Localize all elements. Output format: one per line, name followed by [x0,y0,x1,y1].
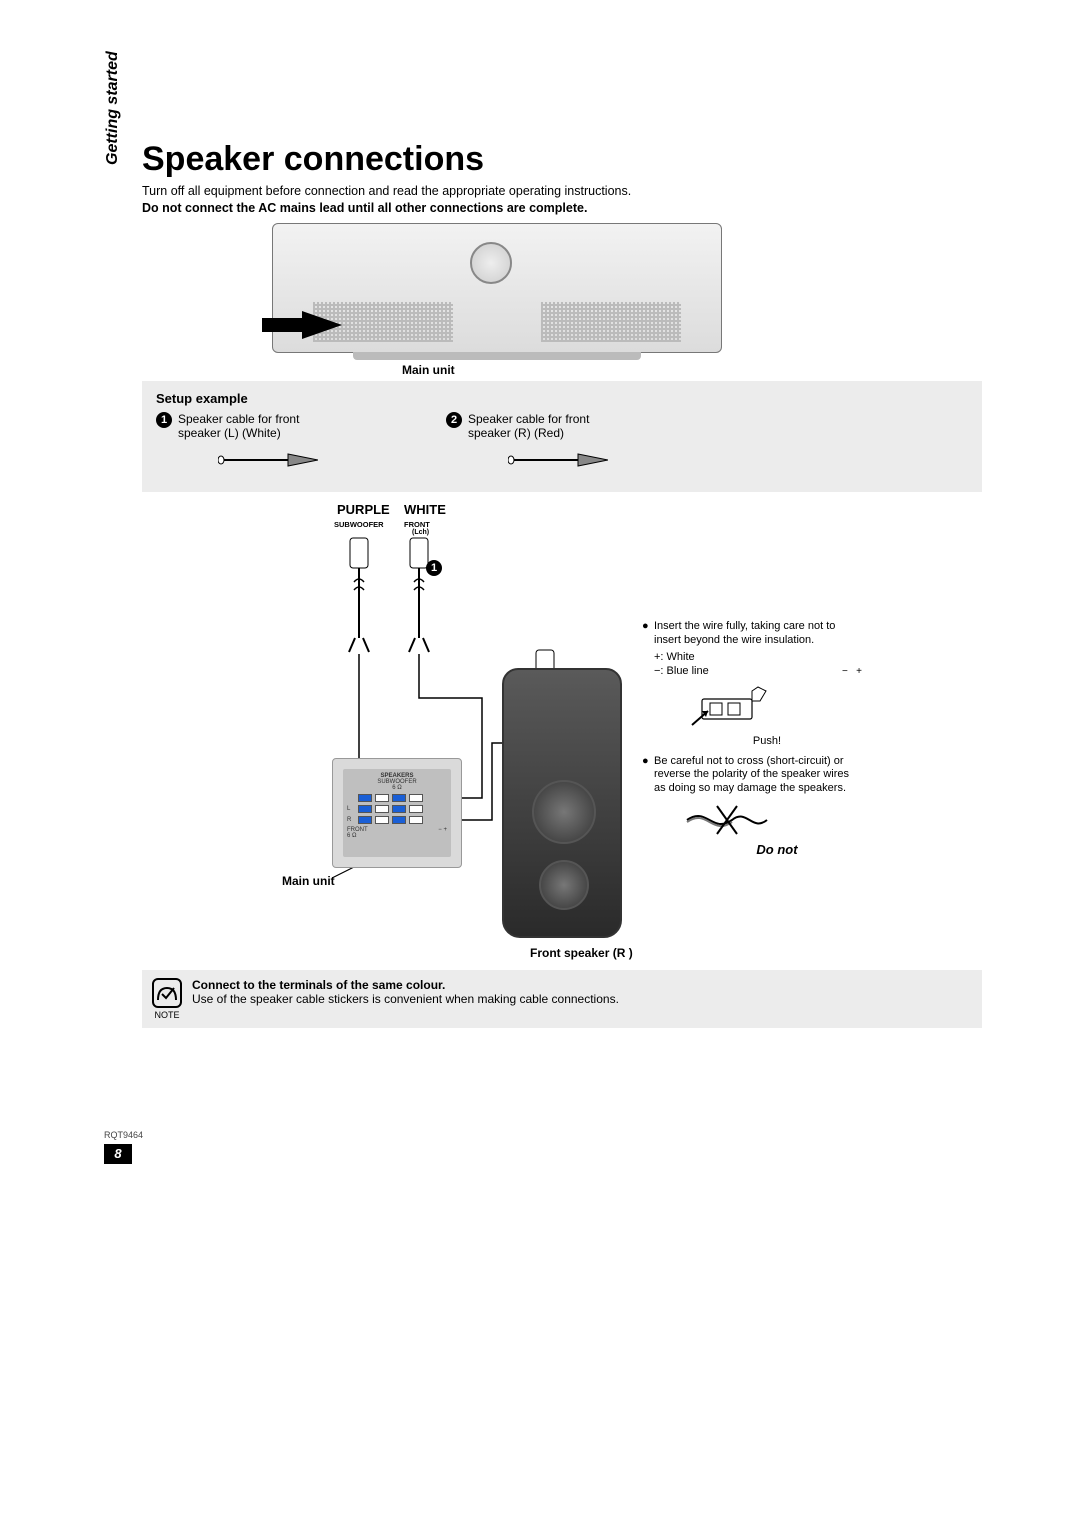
cable2-line1: Speaker cable for front [468,412,608,426]
page-title: Speaker connections [142,140,980,179]
terminal-r: R [347,817,355,823]
dial-icon [470,242,512,284]
badge-2: 2 [446,412,462,428]
cable-icon [508,450,608,470]
terminal-minus: − [438,827,442,833]
terminal-panel: SPEAKERS SUBWOOFER 6 Ω L R FRONT6 Ω − + [332,758,462,868]
terminal-front-ohm: 6 Ω [347,833,357,839]
note-line1: Connect to the terminals of the same col… [192,978,619,992]
push-label: Push! [672,735,862,749]
intro-line2: Do not connect the AC mains lead until a… [142,200,980,217]
setup-title: Setup example [156,391,968,406]
cable-item-1: 1 Speaker cable for front speaker (L) (W… [156,412,376,470]
note-box: NOTE Connect to the terminals of the sam… [142,970,982,1028]
wiring-diagram: PURPLE WHITE SUBWOOFER FRONT (Lch) [142,498,982,958]
wiring-notes: ●Insert the wire fully, taking care not … [642,620,862,858]
note-blue: −: Blue line [654,665,709,679]
main-unit-figure: Main unit [142,223,782,377]
front-speaker-illustration [502,668,622,938]
main-unit-label: Main unit [402,363,782,377]
tv-stand [353,352,641,360]
terminal-l: L [347,806,355,812]
intro-text: Turn off all equipment before connection… [142,183,980,217]
note-label: NOTE [152,1010,182,1020]
main-unit-label-2: Main unit [282,874,335,888]
note-white: +: White [654,651,862,665]
arrow-icon [302,311,342,339]
do-not-diagram [682,802,772,838]
note-bullet-2: Be careful not to cross (short-circuit) … [654,755,862,796]
front-speaker-r-label: Front speaker (R ) [530,946,633,960]
terminal-plus: + [443,827,447,833]
do-not-label: Do not [692,842,862,858]
footer-code: RQT9464 [104,1130,143,1140]
note-line2: Use of the speaker cable stickers is con… [192,992,619,1006]
note-bullet-1: Insert the wire fully, taking care not t… [654,620,862,648]
speaker-grid-right [541,302,681,342]
page-number: 8 [104,1144,132,1164]
setup-row: 1 Speaker cable for front speaker (L) (W… [156,412,968,470]
sign-minus: − [842,666,848,677]
page-content: Speaker connections Turn off all equipme… [100,140,980,1028]
cable1-line2: speaker (L) (White) [178,426,318,440]
note-icon [152,978,182,1008]
cable-item-2: 2 Speaker cable for front speaker (R) (R… [446,412,666,470]
cable1-line1: Speaker cable for front [178,412,318,426]
cable2-line2: speaker (R) (Red) [468,426,608,440]
push-diagram [682,685,772,731]
terminal-sub-ohm: 6 Ω [347,785,447,791]
cable-icon [218,450,318,470]
intro-line1: Turn off all equipment before connection… [142,183,980,200]
badge-1: 1 [156,412,172,428]
sign-plus: + [856,666,862,677]
wire-badge-1: 1 [426,560,442,576]
setup-example-box: Setup example 1 Speaker cable for front … [142,381,982,492]
